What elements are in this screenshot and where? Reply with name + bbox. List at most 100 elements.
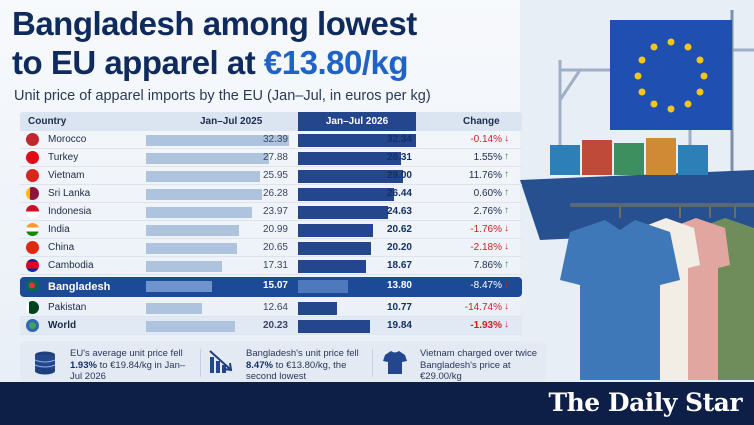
value-2025: 20.65 [262,242,288,253]
vietnam-flag-icon [26,169,39,182]
stat-bd-pre: Bangladesh's unit price fell [246,348,359,359]
stat-eu-text: EU's average unit price fell 1.93% to €1… [70,348,190,383]
stats-strip: EU's average unit price fell 1.93% to €1… [20,341,546,383]
pakistan-flag-icon [26,301,39,314]
arrow-up-icon: ↑ [504,205,509,216]
country-name: Vietnam [48,170,85,181]
eu-stars-icon [634,38,708,113]
value-2025: 20.23 [262,320,288,331]
arrow-down-icon: ↓ [504,223,509,234]
col-2025: Jan–Jul 2025 [200,116,263,127]
china-flag-icon [26,241,39,254]
table-row: Vietnam 25.95 29.00 11.76% ↑ [20,167,522,185]
arrow-up-icon: ↑ [504,187,509,198]
stat-eu-pre: EU's average unit price fell [70,348,183,359]
headline-line2-text: to EU apparel at [12,44,264,81]
change-value: -14.74% [464,302,502,313]
bangladesh-flag-icon [26,279,39,292]
table-body: Morocco 32.39 32.34 -0.14% ↓ Turkey 27.88 28.31… [20,131,522,335]
value-2026: 20.20 [386,242,412,253]
bar-2025 [146,135,289,146]
value-2025: 20.99 [262,224,288,235]
change-value: -1.76% [470,224,502,235]
change-value: -8.47% [470,280,502,291]
arrow-down-icon: ↓ [504,301,509,312]
stat-divider [372,349,373,377]
bar-2026 [298,302,338,315]
table-row: Cambodia 17.31 18.67 7.86% ↑ [20,257,522,275]
arrow-down-icon: ↓ [504,133,509,144]
bar-2026 [298,260,366,273]
bar-2025 [146,189,262,200]
sri-lanka-flag-icon [26,187,39,200]
hangers-icon [619,206,736,218]
value-2026: 32.34 [386,134,412,145]
value-2026: 24.63 [386,206,412,217]
value-2026: 28.31 [386,152,412,163]
stat-eu-bold: 1.93% [70,359,97,371]
bar-2025 [146,207,252,218]
headline-price: €13.80/kg [263,44,409,81]
bar-2025 [146,303,202,314]
bar-2026 [298,320,371,333]
country-name: Morocco [48,134,87,145]
bar-2025 [146,153,269,164]
change-value: 2.76% [473,206,502,217]
stat-vn-pre: Vietnam charged over twice Bangladesh's … [420,348,538,382]
stat-bd-bold: 8.47% [246,359,273,371]
headline: Bangladesh among lowest to EU apparel at… [12,4,512,82]
table-row: Bangladesh 15.07 13.80 -8.47% ↓ [20,277,522,297]
eu-flag-icon [610,20,732,130]
country-name: Pakistan [48,302,87,313]
col-change: Change [463,116,500,127]
stat-eu-post: to €19.84/kg in Jan–Jul 2026 [70,359,186,383]
country-name: Sri Lanka [48,188,91,199]
arrow-up-icon: ↑ [504,151,509,162]
value-2026: 20.62 [386,224,412,235]
arrow-up-icon: ↑ [504,169,509,180]
bar-2025 [146,225,239,236]
table-row: Sri Lanka 26.28 26.44 0.60% ↑ [20,185,522,203]
india-flag-icon [26,223,39,236]
value-2025: 32.39 [262,134,288,145]
footer-bar: The Daily Star [0,382,754,425]
world-flag-icon [26,319,39,332]
bar-2025 [146,171,261,182]
stat-bd-text: Bangladesh's unit price fell 8.47% to €1… [246,348,366,383]
bar-2026 [298,170,404,183]
stat-divider [200,349,201,377]
table-row: Turkey 27.88 28.31 1.55% ↑ [20,149,522,167]
bar-2026 [298,134,416,147]
bar-2026 [298,224,373,237]
table-row: Pakistan 12.64 10.77 -14.74% ↓ [20,299,522,317]
value-2026: 13.80 [386,280,412,291]
change-value: 7.86% [473,260,502,271]
bar-2025 [146,281,213,292]
headline-line1: Bangladesh among lowest [12,5,417,42]
price-table: Country Jan–Jul 2025 Jan–Jul 2026 Change… [20,112,522,335]
arrow-down-icon: ↓ [504,279,509,290]
change-value: -1.93% [470,320,502,331]
table-row: World 20.23 19.84 -1.93% ↓ [20,317,522,335]
coins-stack-icon [34,351,56,375]
country-name: World [48,320,77,331]
country-name: India [48,224,70,235]
col-country: Country [28,116,67,127]
indonesia-flag-icon [26,205,39,218]
table-row: India 20.99 20.62 -1.76% ↓ [20,221,522,239]
country-name: Indonesia [48,206,92,217]
value-2025: 27.88 [262,152,288,163]
country-name: Cambodia [48,260,94,271]
country-name: China [48,242,75,253]
country-name: Turkey [48,152,79,163]
change-value: -2.18% [470,242,502,253]
bar-2025 [146,243,238,254]
country-name: Bangladesh [48,281,111,293]
bar-2026 [298,188,395,201]
value-2026: 19.84 [386,320,412,331]
turkey-flag-icon [26,151,39,164]
blue-tshirt-icon [560,220,680,380]
bar-2026 [298,152,401,165]
change-value: 0.60% [473,188,502,199]
value-2026: 26.44 [386,188,412,199]
